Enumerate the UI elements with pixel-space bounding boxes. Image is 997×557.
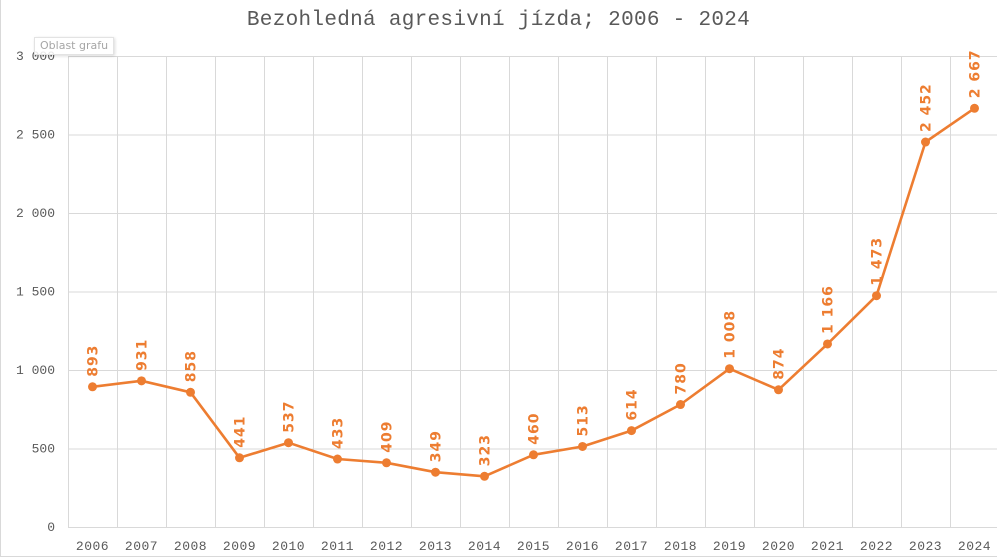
data-point-marker[interactable] [431, 467, 440, 477]
x-tick-label: 2022 [860, 539, 893, 554]
x-tick-label: 2021 [811, 539, 844, 554]
data-point-marker[interactable] [676, 400, 685, 410]
data-point-marker[interactable] [480, 471, 489, 481]
x-axis-labels: 2006 2007 2008 2009 2010 2011 2012 2013 2014 2015… [76, 539, 991, 554]
data-point-marker[interactable] [284, 438, 293, 448]
data-point-marker[interactable] [333, 454, 342, 464]
chart-title: Bezohledná agresivní jízda; 2006 - 2024 [246, 9, 751, 32]
x-tick-label: 2010 [272, 539, 305, 554]
data-label: 323 [478, 434, 494, 466]
data-point-marker[interactable] [823, 339, 832, 349]
data-point-marker[interactable] [872, 291, 881, 301]
data-label: 858 [184, 350, 200, 382]
data-labels: 893 931 858 441 537 433 409 349 323 460 513 614 780 1… [86, 49, 984, 466]
data-label: 537 [282, 400, 298, 432]
data-point-marker[interactable] [627, 426, 636, 436]
x-tick-label: 2019 [713, 539, 746, 554]
data-point-marker[interactable] [88, 382, 97, 392]
x-tick-label: 2020 [762, 539, 795, 554]
data-label: 893 [86, 345, 102, 377]
data-label: 460 [527, 413, 543, 445]
x-tick-label: 2015 [517, 539, 550, 554]
x-tick-label: 2016 [566, 539, 599, 554]
x-tick-label: 2023 [909, 539, 942, 554]
x-tick-label: 2006 [76, 539, 109, 554]
y-tick-label: 2 000 [16, 206, 55, 221]
y-tick-label: 500 [32, 442, 55, 457]
data-label: 441 [233, 416, 249, 448]
data-label: 1 166 [821, 285, 837, 334]
data-label: 409 [380, 421, 396, 453]
data-label: 2 667 [968, 49, 984, 98]
data-label: 349 [429, 430, 445, 462]
data-point-marker[interactable] [529, 450, 538, 460]
data-label: 2 452 [919, 83, 935, 132]
data-point-marker[interactable] [578, 441, 587, 451]
x-tick-label: 2011 [321, 539, 354, 554]
y-tick-label: 2 500 [16, 128, 55, 143]
data-point-marker[interactable] [235, 453, 244, 463]
data-series[interactable] [88, 103, 979, 481]
data-point-marker[interactable] [774, 385, 783, 395]
x-tick-label: 2009 [223, 539, 256, 554]
data-label: 433 [331, 417, 347, 449]
y-tick-label: 1 500 [16, 285, 55, 300]
y-tick-label: 0 [47, 520, 55, 535]
chart-area-tooltip: Oblast grafu [34, 37, 115, 55]
data-point-marker[interactable] [725, 364, 734, 374]
x-tick-label: 2014 [468, 539, 501, 554]
gridlines [68, 56, 997, 528]
data-label: 1 473 [870, 237, 886, 286]
data-label: 874 [772, 348, 788, 380]
x-tick-label: 2012 [370, 539, 403, 554]
data-label: 931 [135, 339, 151, 371]
y-tick-label: 1 000 [16, 363, 55, 378]
x-tick-label: 2007 [125, 539, 158, 554]
data-point-marker[interactable] [921, 137, 930, 147]
data-point-marker[interactable] [137, 376, 146, 386]
data-point-marker[interactable] [382, 458, 391, 468]
data-label: 780 [674, 362, 690, 394]
x-tick-label: 2017 [615, 539, 648, 554]
data-label: 614 [625, 388, 641, 420]
data-label: 1 008 [723, 310, 739, 359]
data-point-marker[interactable] [970, 103, 979, 113]
data-label: 513 [576, 404, 592, 436]
x-tick-label: 2018 [664, 539, 697, 554]
x-tick-label: 2024 [958, 539, 991, 554]
x-tick-label: 2013 [419, 539, 452, 554]
x-tick-label: 2008 [174, 539, 207, 554]
data-point-marker[interactable] [186, 387, 195, 397]
